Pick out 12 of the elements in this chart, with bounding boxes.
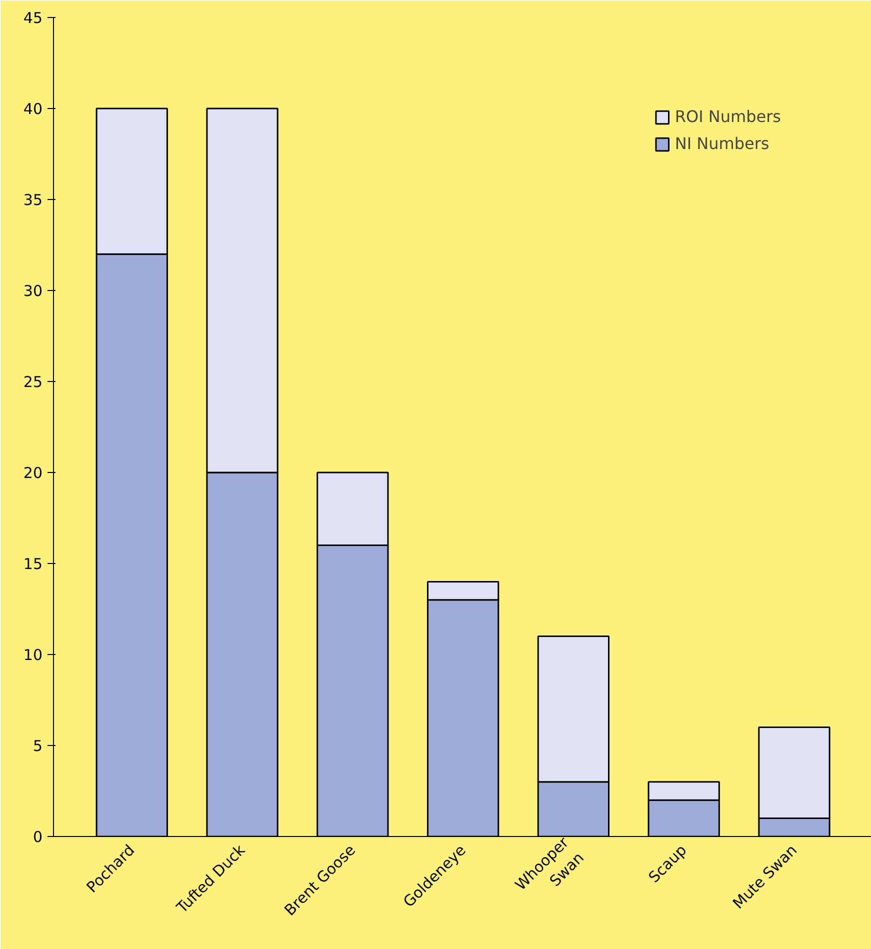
y-tick-label: 0 <box>32 828 43 846</box>
y-tick-label: 20 <box>23 464 43 482</box>
y-tick-label: 35 <box>23 191 43 209</box>
legend-label: NI Numbers <box>674 134 770 153</box>
y-tick-label: 10 <box>23 646 43 664</box>
y-tick-label: 40 <box>23 100 43 118</box>
y-tick-label: 45 <box>23 9 43 27</box>
y-tick-label: 25 <box>23 373 43 391</box>
y-tick-label: 5 <box>32 737 43 755</box>
y-tick-label: 15 <box>23 555 43 573</box>
y-tick-label: 30 <box>23 282 43 300</box>
legend-label: ROI Numbers <box>674 107 781 126</box>
